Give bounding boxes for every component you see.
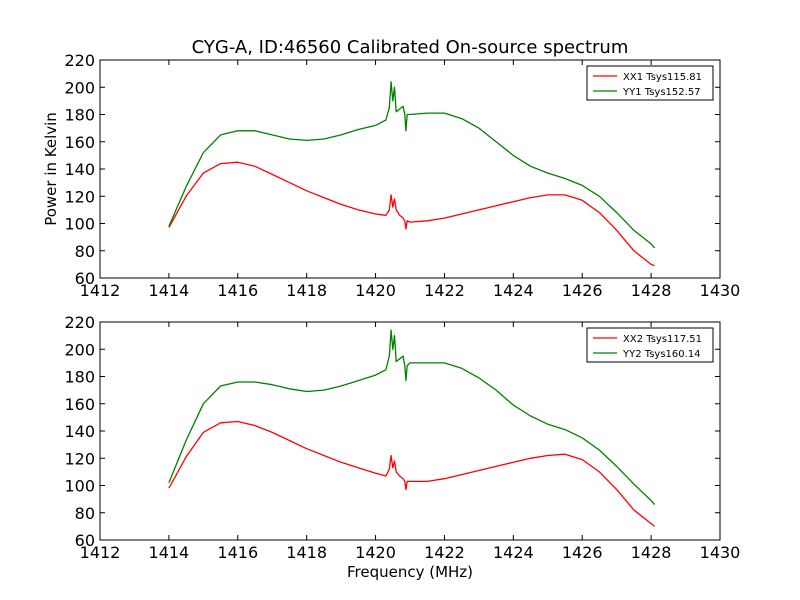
plot-panel-bottom: 1412 1414 1416 1418 1420 1422 1424 1426 1428 1430…	[64, 313, 740, 562]
legend-box	[586, 327, 714, 363]
series-line-yy2	[168, 329, 656, 506]
y-tick-label: 80	[75, 504, 95, 523]
legend-top: XX1 Tsys115.81 YY1 Tsys152.57	[586, 65, 714, 101]
x-tick-label: 1426	[562, 543, 603, 562]
x-tick-label: 1416	[217, 281, 258, 300]
x-tick-label: 1412	[80, 281, 121, 300]
y-tick-label: 100	[64, 215, 95, 234]
y-tick-label: 180	[64, 106, 95, 125]
x-tick-label: 1418	[286, 543, 327, 562]
y-tick-label: 60	[75, 531, 95, 550]
legend-label: XX1 Tsys115.81	[623, 72, 702, 83]
x-tick-label: 1426	[562, 281, 603, 300]
y-tick-label: 160	[64, 133, 95, 152]
y-tick-label: 140	[64, 160, 95, 179]
x-tick-label: 1420	[355, 543, 396, 562]
x-tick-label: 1430	[700, 281, 741, 300]
plot-panel-top: 1412 1414 1416 1418 1420 1422 1424 1426 1428 1430…	[64, 51, 740, 300]
x-tick-label: 1424	[493, 543, 534, 562]
x-tick-label: 1428	[631, 543, 672, 562]
x-tick-label: 1422	[424, 543, 465, 562]
series-line-xx2	[168, 420, 656, 527]
y-tick-label: 200	[64, 340, 95, 359]
y-tick-label: 220	[64, 313, 95, 332]
y-tick-label: 160	[64, 395, 95, 414]
x-tick-label: 1418	[286, 281, 327, 300]
legend-label: XX2 Tsys117.51	[623, 334, 702, 345]
y-tick-label: 140	[64, 422, 95, 441]
y-tick-label: 60	[75, 269, 95, 288]
y-tick-label: 200	[64, 78, 95, 97]
x-tick-label: 1414	[149, 543, 190, 562]
y-tick-label: 80	[75, 242, 95, 261]
y-axis-label-top: Power in Kelvin	[42, 112, 60, 226]
x-tick-label: 1422	[424, 281, 465, 300]
x-tick-label: 1430	[700, 543, 741, 562]
legend-bottom: XX2 Tsys117.51 YY2 Tsys160.14	[586, 327, 714, 363]
legend-label: YY1 Tsys152.57	[622, 87, 701, 98]
series-line-yy1	[168, 81, 656, 249]
x-tick-label: 1428	[631, 281, 672, 300]
x-tick-label: 1420	[355, 281, 396, 300]
legend-box	[586, 65, 714, 101]
y-tick-label: 120	[64, 187, 95, 206]
legend-label: YY2 Tsys160.14	[622, 349, 701, 360]
y-tick-label: 120	[64, 449, 95, 468]
x-tick-label: 1414	[149, 281, 190, 300]
series-line-xx1	[168, 161, 655, 267]
x-tick-label: 1416	[217, 543, 258, 562]
y-tick-label: 220	[64, 51, 95, 70]
y-tick-label: 180	[64, 368, 95, 387]
x-tick-label: 1424	[493, 281, 534, 300]
y-tick-label: 100	[64, 477, 95, 496]
chart-title-top: CYG-A, ID:46560 Calibrated On-source spe…	[192, 37, 629, 58]
x-tick-label: 1412	[80, 543, 121, 562]
x-axis-label-bottom: Frequency (MHz)	[347, 563, 473, 581]
